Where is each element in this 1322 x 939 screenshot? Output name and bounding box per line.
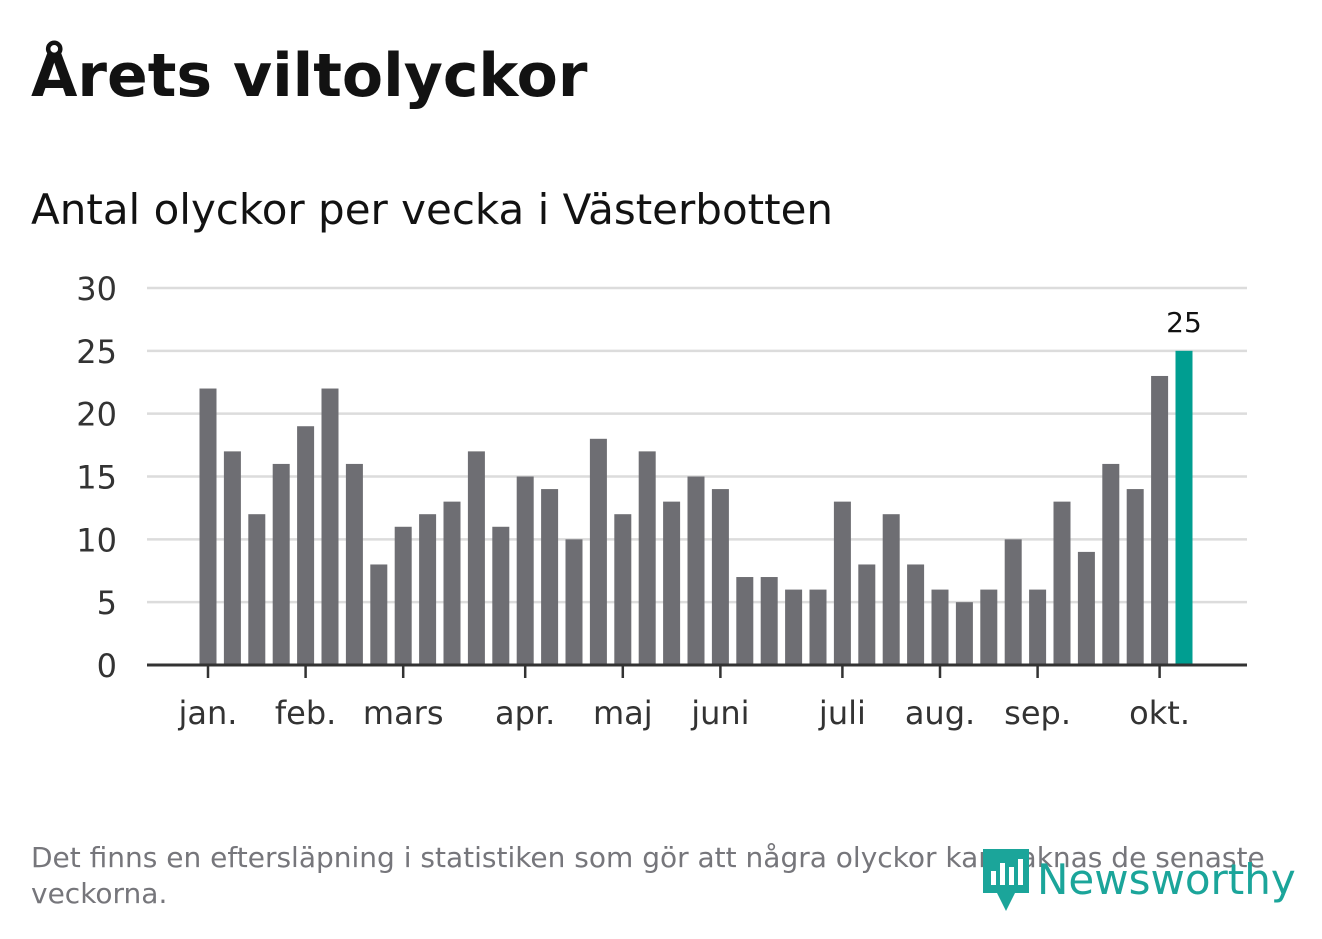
bar bbox=[858, 564, 876, 665]
bar-chart: 0 5 10 15 20 25 30 jan. feb. mars apr. maj juni juli… bbox=[76, 270, 1247, 732]
bar bbox=[419, 514, 437, 665]
newsworthy-logo: Newsworthy bbox=[983, 849, 1296, 911]
logo-text: Newsworthy bbox=[1037, 855, 1296, 904]
y-tick-label: 10 bbox=[76, 521, 117, 559]
newsworthy-logo-icon bbox=[983, 849, 1029, 911]
bar bbox=[980, 589, 998, 665]
y-tick-label: 30 bbox=[76, 270, 117, 308]
x-tick-label: okt. bbox=[1129, 694, 1190, 732]
bar bbox=[1126, 489, 1144, 665]
footnote: Det finns en eftersläpning i statistiken… bbox=[31, 841, 1265, 910]
bar bbox=[638, 451, 656, 665]
bar bbox=[663, 501, 681, 665]
bar bbox=[1102, 463, 1120, 665]
bar bbox=[955, 602, 973, 665]
bar bbox=[443, 501, 461, 665]
bar bbox=[833, 501, 851, 665]
x-tick-label: apr. bbox=[495, 694, 555, 732]
x-tick-label: sep. bbox=[1004, 694, 1071, 732]
bar bbox=[760, 577, 778, 665]
x-tick-label: aug. bbox=[905, 694, 975, 732]
bar bbox=[492, 526, 510, 665]
x-tick-label: juli bbox=[818, 694, 866, 732]
x-tick-label: feb. bbox=[275, 694, 336, 732]
bar bbox=[394, 526, 412, 665]
bar bbox=[614, 514, 632, 665]
bar bbox=[223, 451, 241, 665]
x-axis-ticks: jan. feb. mars apr. maj juni juli aug. sep. okt. bbox=[178, 665, 1190, 732]
bar bbox=[882, 514, 900, 665]
bar bbox=[565, 539, 583, 665]
bars bbox=[199, 350, 1193, 665]
bar bbox=[297, 426, 315, 665]
y-tick-label: 0 bbox=[97, 647, 117, 685]
bar bbox=[589, 438, 607, 665]
x-tick-label: maj bbox=[593, 694, 653, 732]
bar bbox=[1151, 375, 1169, 665]
y-tick-label: 25 bbox=[76, 333, 117, 371]
bar bbox=[711, 489, 729, 665]
bar bbox=[736, 577, 754, 665]
data-label-highlight: 25 bbox=[1166, 306, 1202, 339]
bar bbox=[1077, 551, 1095, 665]
bar bbox=[199, 388, 217, 665]
bar bbox=[370, 564, 388, 665]
bar bbox=[785, 589, 803, 665]
bar bbox=[467, 451, 485, 665]
bar bbox=[1004, 539, 1022, 665]
bar bbox=[809, 589, 827, 665]
bar bbox=[272, 463, 290, 665]
bar bbox=[907, 564, 925, 665]
data-labels: 25 bbox=[1166, 306, 1202, 339]
bar bbox=[345, 463, 363, 665]
bar bbox=[931, 589, 949, 665]
bar bbox=[516, 476, 534, 665]
bar bbox=[687, 476, 705, 665]
bar bbox=[1029, 589, 1047, 665]
x-tick-label: mars bbox=[363, 694, 444, 732]
chart-title: Årets viltolyckor bbox=[31, 41, 588, 111]
y-axis-ticks: 0 5 10 15 20 25 30 bbox=[76, 270, 117, 685]
y-tick-label: 20 bbox=[76, 396, 117, 434]
chart-subtitle: Antal olyckor per vecka i Västerbotten bbox=[31, 185, 834, 234]
bar bbox=[248, 514, 266, 665]
y-tick-label: 15 bbox=[76, 459, 117, 497]
y-tick-label: 5 bbox=[97, 584, 117, 622]
x-tick-label: jan. bbox=[178, 694, 238, 732]
bar-highlight bbox=[1175, 350, 1193, 665]
x-tick-label: juni bbox=[690, 694, 749, 732]
bar bbox=[321, 388, 339, 665]
bar bbox=[541, 489, 559, 665]
bar bbox=[1053, 501, 1071, 665]
